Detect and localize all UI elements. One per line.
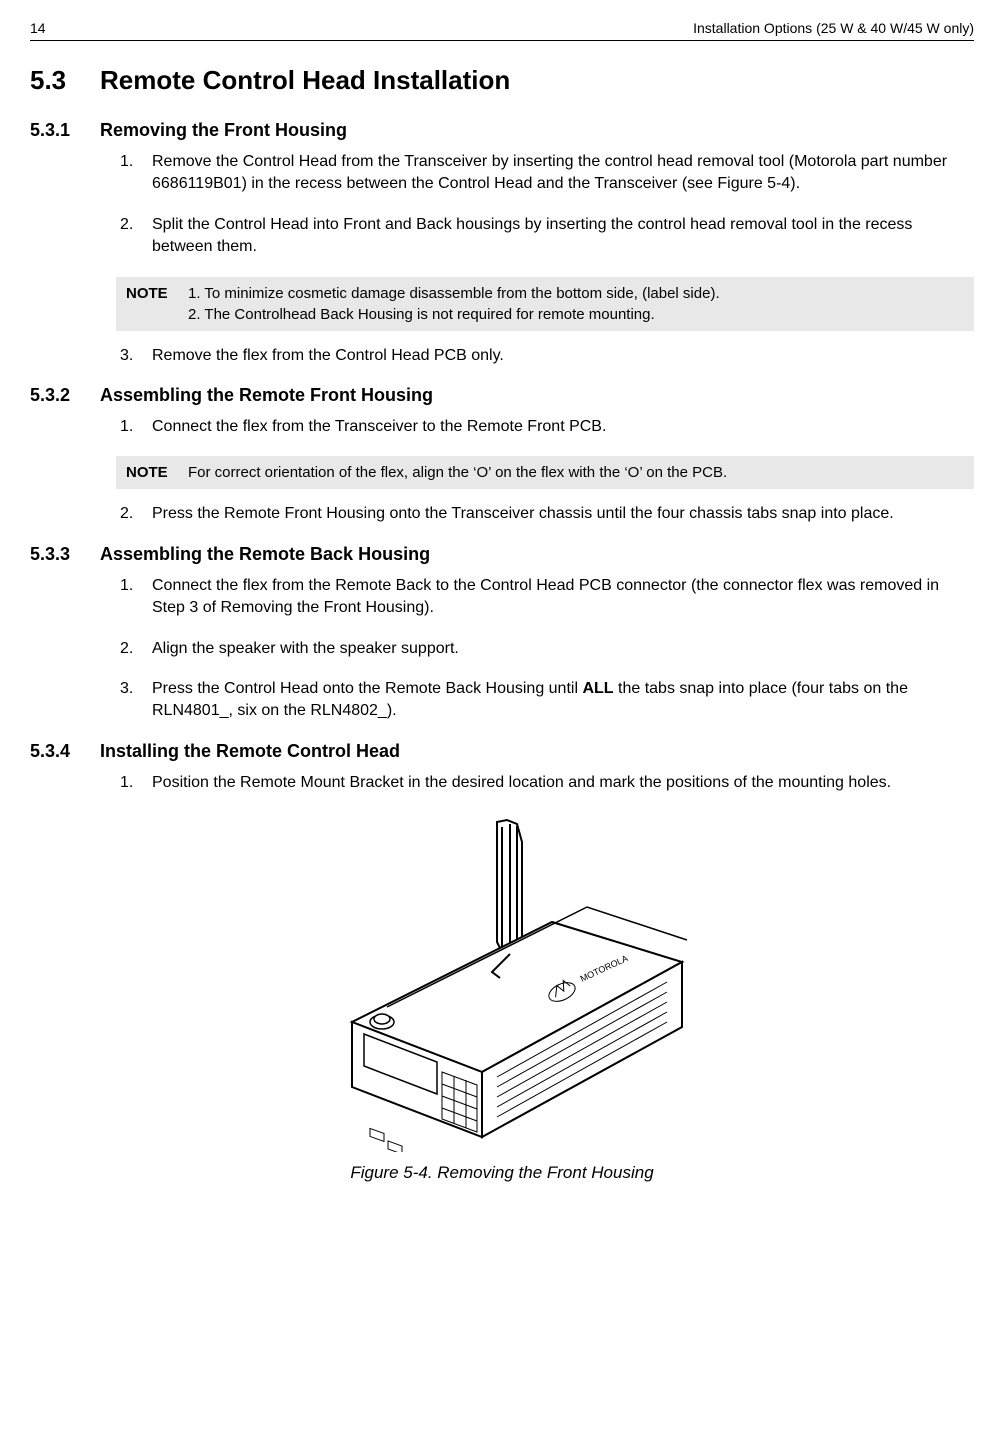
heading-5-3-1: 5.3.1 Removing the Front Housing xyxy=(30,120,974,141)
list-item-num: 1. xyxy=(120,416,152,438)
list-item-body: Press the Control Head onto the Remote B… xyxy=(152,678,974,723)
heading-5-3-4-title: Installing the Remote Control Head xyxy=(100,741,400,762)
header-divider xyxy=(30,40,974,41)
page-number: 14 xyxy=(30,20,46,36)
heading-5-3-1-title: Removing the Front Housing xyxy=(100,120,347,141)
heading-5-3-1-num: 5.3.1 xyxy=(30,120,100,141)
list-item-num: 3. xyxy=(120,345,152,367)
heading-5-3-2-num: 5.3.2 xyxy=(30,385,100,406)
list-item-num: 2. xyxy=(120,503,152,525)
figure-5-4: MOTOROLA Figure 5-4. Removing the Front … xyxy=(30,812,974,1183)
list-item-num: 1. xyxy=(120,772,152,794)
note-line: 1. To minimize cosmetic damage disassemb… xyxy=(188,285,720,302)
note-box: NOTE 1. To minimize cosmetic damage disa… xyxy=(116,277,974,331)
list-item-body: Connect the flex from the Transceiver to… xyxy=(152,416,974,438)
list-item: 1. Remove the Control Head from the Tran… xyxy=(120,151,974,196)
item3-pre: Press the Control Head onto the Remote B… xyxy=(152,680,582,697)
list-item-body: Position the Remote Mount Bracket in the… xyxy=(152,772,974,794)
list-item-body: Press the Remote Front Housing onto the … xyxy=(152,503,974,525)
radio-illustration-icon: MOTOROLA xyxy=(292,812,712,1157)
list-item-num: 2. xyxy=(120,638,152,660)
list-item: 3. Remove the flex from the Control Head… xyxy=(120,345,974,367)
note-label: NOTE xyxy=(126,283,188,325)
list-item: 1. Connect the flex from the Transceiver… xyxy=(120,416,974,438)
item3-bold: ALL xyxy=(582,680,613,697)
list-item-num: 1. xyxy=(120,575,152,620)
heading-5-3-3-title: Assembling the Remote Back Housing xyxy=(100,544,430,565)
heading-5-3-num: 5.3 xyxy=(30,65,100,96)
note-body: 1. To minimize cosmetic damage disassemb… xyxy=(188,283,964,325)
header-section-title: Installation Options (25 W & 40 W/45 W o… xyxy=(693,20,974,36)
heading-5-3-2-title: Assembling the Remote Front Housing xyxy=(100,385,433,406)
list-item-body: Split the Control Head into Front and Ba… xyxy=(152,214,974,259)
heading-5-3: 5.3 Remote Control Head Installation xyxy=(30,65,974,96)
heading-5-3-4-num: 5.3.4 xyxy=(30,741,100,762)
list-item: 3. Press the Control Head onto the Remot… xyxy=(120,678,974,723)
list-item-body: Align the speaker with the speaker suppo… xyxy=(152,638,974,660)
list-item-num: 1. xyxy=(120,151,152,196)
page-header: 14 Installation Options (25 W & 40 W/45 … xyxy=(30,20,974,36)
note-body: For correct orientation of the flex, ali… xyxy=(188,462,964,483)
list-item: 2. Split the Control Head into Front and… xyxy=(120,214,974,259)
list-item-body: Remove the flex from the Control Head PC… xyxy=(152,345,974,367)
list-item: 2. Press the Remote Front Housing onto t… xyxy=(120,503,974,525)
note-label: NOTE xyxy=(126,462,188,483)
list-item-num: 3. xyxy=(120,678,152,723)
list-item: 1. Position the Remote Mount Bracket in … xyxy=(120,772,974,794)
list-item-num: 2. xyxy=(120,214,152,259)
figure-caption: Figure 5-4. Removing the Front Housing xyxy=(30,1163,974,1183)
list-item-body: Connect the flex from the Remote Back to… xyxy=(152,575,974,620)
heading-5-3-2: 5.3.2 Assembling the Remote Front Housin… xyxy=(30,385,974,406)
heading-5-3-4: 5.3.4 Installing the Remote Control Head xyxy=(30,741,974,762)
list-item-body: Remove the Control Head from the Transce… xyxy=(152,151,974,196)
list-item: 2. Align the speaker with the speaker su… xyxy=(120,638,974,660)
note-box: NOTE For correct orientation of the flex… xyxy=(116,456,974,489)
heading-5-3-3-num: 5.3.3 xyxy=(30,544,100,565)
note-line: 2. The Controlhead Back Housing is not r… xyxy=(188,306,655,323)
heading-5-3-title: Remote Control Head Installation xyxy=(100,65,510,96)
list-item: 1. Connect the flex from the Remote Back… xyxy=(120,575,974,620)
heading-5-3-3: 5.3.3 Assembling the Remote Back Housing xyxy=(30,544,974,565)
